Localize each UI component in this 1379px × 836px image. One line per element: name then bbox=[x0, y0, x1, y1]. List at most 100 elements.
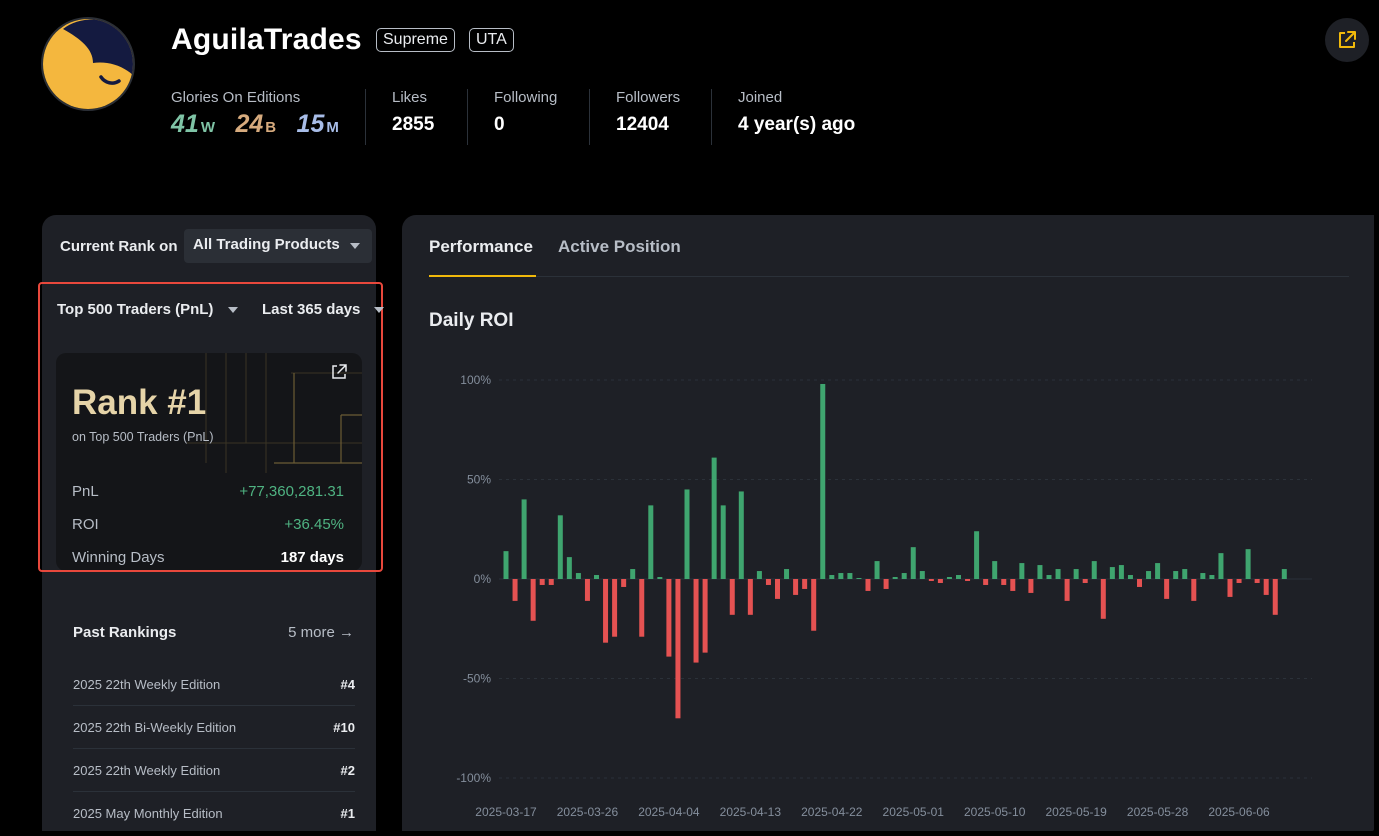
roi-bar[interactable] bbox=[666, 579, 672, 657]
roi-bar[interactable] bbox=[1091, 561, 1097, 579]
roi-bar[interactable] bbox=[983, 579, 989, 585]
roi-bar[interactable] bbox=[775, 579, 780, 599]
product-select[interactable]: All Trading Products bbox=[184, 229, 372, 263]
roi-bar[interactable] bbox=[548, 579, 554, 585]
roi-bar[interactable] bbox=[874, 561, 880, 579]
roi-bar[interactable] bbox=[1028, 579, 1034, 593]
tab-performance[interactable]: Performance bbox=[429, 237, 533, 256]
roi-bar[interactable] bbox=[657, 577, 663, 579]
roi-bar[interactable] bbox=[1064, 579, 1070, 601]
roi-bar[interactable] bbox=[639, 579, 645, 637]
roi-bar[interactable] bbox=[1100, 579, 1106, 619]
roi-bar[interactable] bbox=[974, 531, 980, 579]
roi-bar[interactable] bbox=[865, 579, 871, 591]
past-ranking-row[interactable]: 2025 22th Bi-Weekly Edition #10 bbox=[73, 706, 355, 749]
roi-bar[interactable] bbox=[521, 499, 527, 579]
roi-bar[interactable] bbox=[603, 579, 609, 643]
roi-bar[interactable] bbox=[892, 577, 898, 579]
roi-bar[interactable] bbox=[648, 505, 654, 579]
roi-bar[interactable] bbox=[838, 573, 844, 579]
share-button[interactable] bbox=[1325, 18, 1369, 62]
roi-bar[interactable] bbox=[820, 383, 826, 579]
roi-bar[interactable] bbox=[1281, 569, 1287, 579]
past-ranking-row[interactable]: 2025 22th Weekly Edition #2 bbox=[73, 749, 355, 792]
roi-bar[interactable] bbox=[566, 557, 572, 579]
roi-bar[interactable] bbox=[557, 515, 563, 579]
tab-active-position[interactable]: Active Position bbox=[558, 237, 681, 256]
roi-bar[interactable] bbox=[856, 578, 862, 579]
roi-bar[interactable] bbox=[1019, 563, 1025, 579]
roi-bar[interactable] bbox=[1137, 579, 1142, 587]
roi-bar[interactable] bbox=[693, 579, 699, 663]
roi-bar[interactable] bbox=[539, 579, 545, 585]
roi-bar[interactable] bbox=[1254, 579, 1260, 583]
roi-bar[interactable] bbox=[1146, 571, 1152, 579]
roi-bar[interactable] bbox=[1127, 575, 1133, 579]
roi-bar[interactable] bbox=[883, 579, 889, 589]
roi-bar[interactable] bbox=[756, 571, 762, 579]
past-ranking-row[interactable]: 2025 May Monthly Edition #1 bbox=[73, 792, 355, 831]
roi-bar[interactable] bbox=[1173, 571, 1179, 579]
roi-bar[interactable] bbox=[594, 575, 599, 579]
roi-bar[interactable] bbox=[847, 573, 853, 579]
roi-bar[interactable] bbox=[1263, 579, 1269, 595]
roi-bar[interactable] bbox=[765, 579, 771, 585]
roi-bar[interactable] bbox=[1118, 565, 1124, 579]
roi-bar[interactable] bbox=[811, 579, 817, 631]
roi-bar[interactable] bbox=[937, 579, 943, 583]
leaderboard-select[interactable]: Top 500 Traders (PnL) bbox=[57, 301, 238, 318]
roi-bar[interactable] bbox=[747, 579, 753, 615]
roi-bar[interactable] bbox=[1245, 549, 1251, 579]
roi-bar[interactable] bbox=[1001, 579, 1007, 585]
roi-bar[interactable] bbox=[992, 561, 998, 579]
roi-bar[interactable] bbox=[738, 491, 744, 579]
roi-bar[interactable] bbox=[1010, 579, 1016, 591]
roi-bar[interactable] bbox=[793, 579, 799, 595]
roi-bar[interactable] bbox=[1236, 579, 1242, 583]
roi-bar[interactable] bbox=[802, 579, 808, 589]
roi-bar[interactable] bbox=[919, 571, 925, 579]
roi-bar[interactable] bbox=[784, 569, 790, 579]
roi-bar[interactable] bbox=[612, 579, 618, 637]
roi-bar[interactable] bbox=[1055, 569, 1061, 579]
roi-bar[interactable] bbox=[702, 579, 708, 653]
roi-bar[interactable] bbox=[684, 489, 690, 579]
avatar[interactable] bbox=[41, 17, 135, 111]
period-select[interactable]: Last 365 days bbox=[262, 301, 384, 318]
roi-bar[interactable] bbox=[1046, 575, 1052, 579]
roi-bar[interactable] bbox=[1082, 579, 1088, 583]
roi-bar[interactable] bbox=[630, 569, 636, 579]
roi-bar[interactable] bbox=[530, 579, 536, 621]
roi-bar[interactable] bbox=[1218, 553, 1224, 579]
roi-bar[interactable] bbox=[928, 579, 934, 581]
roi-bar[interactable] bbox=[1037, 565, 1043, 579]
roi-bar[interactable] bbox=[1109, 567, 1115, 579]
roi-bar[interactable] bbox=[965, 579, 971, 581]
roi-bar[interactable] bbox=[621, 579, 627, 587]
roi-bar[interactable] bbox=[711, 457, 717, 579]
roi-bar[interactable] bbox=[729, 579, 735, 615]
roi-bar[interactable] bbox=[720, 505, 726, 579]
roi-bar[interactable] bbox=[1155, 563, 1161, 579]
roi-bar[interactable] bbox=[503, 551, 509, 579]
roi-bar[interactable] bbox=[1191, 579, 1197, 601]
roi-bar[interactable] bbox=[575, 573, 581, 579]
roi-bar[interactable] bbox=[946, 577, 952, 579]
roi-bar[interactable] bbox=[1200, 573, 1206, 579]
roi-bar[interactable] bbox=[1227, 579, 1233, 597]
roi-bar[interactable] bbox=[956, 575, 961, 579]
roi-bar[interactable] bbox=[1182, 569, 1188, 579]
roi-bar[interactable] bbox=[829, 575, 835, 579]
roi-bar[interactable] bbox=[1272, 579, 1278, 615]
roi-bar[interactable] bbox=[1209, 575, 1215, 579]
past-rankings-more-link[interactable]: 5 more → bbox=[288, 624, 354, 641]
roi-bar[interactable] bbox=[584, 579, 590, 601]
roi-bar[interactable] bbox=[1073, 569, 1079, 579]
past-ranking-row[interactable]: 2025 22th Weekly Edition #4 bbox=[73, 663, 355, 706]
roi-bar[interactable] bbox=[512, 579, 518, 601]
roi-bar[interactable] bbox=[1164, 579, 1170, 599]
roi-bar[interactable] bbox=[675, 579, 681, 719]
roi-bar[interactable] bbox=[901, 573, 907, 579]
rank-card-link[interactable] bbox=[330, 363, 348, 386]
roi-bar[interactable] bbox=[910, 547, 916, 579]
